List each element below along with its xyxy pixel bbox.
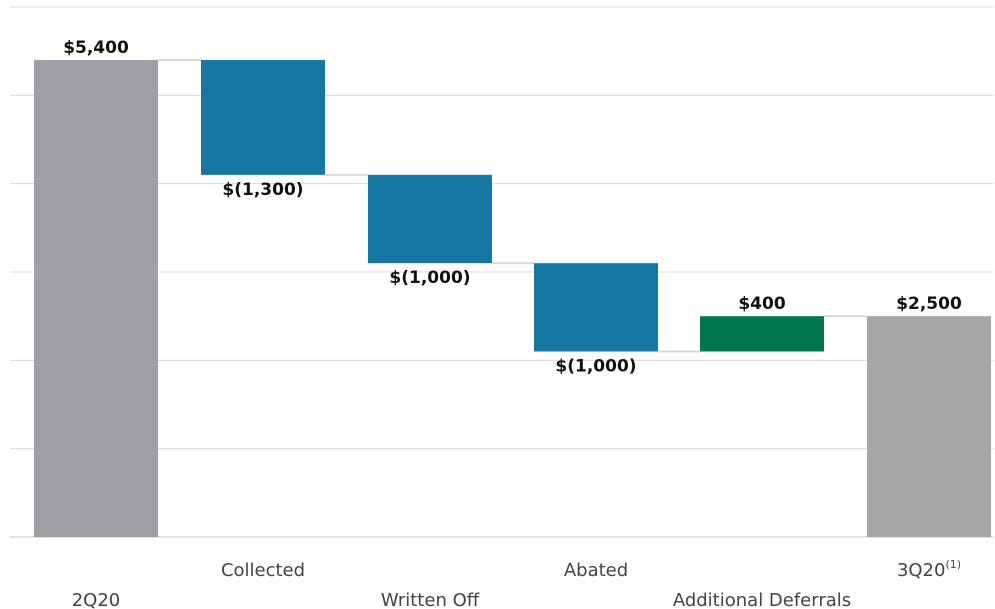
- bar-collected: [201, 60, 325, 175]
- category-label: Abated: [564, 560, 628, 581]
- bar-2q20: [34, 60, 158, 537]
- bar-written-off: [368, 174, 492, 264]
- value-label: $(1,300): [222, 180, 303, 200]
- value-label: $400: [738, 294, 785, 314]
- value-labels: $5,400 $(1,300) $(1,000) $(1,000) $400 $2,500: [63, 38, 962, 377]
- category-labels: 2Q20 Collected Written Off Abated Additional…: [72, 558, 961, 609]
- bar-abated: [534, 263, 658, 352]
- category-label: Collected: [221, 560, 305, 581]
- value-label: $5,400: [63, 38, 129, 58]
- value-label: $(1,000): [555, 357, 636, 377]
- bars: [34, 60, 991, 537]
- bar-additional-deferrals: [700, 316, 824, 352]
- category-label: Additional Deferrals: [673, 590, 851, 609]
- category-label: Written Off: [381, 590, 480, 609]
- bar-3q20: [867, 316, 991, 537]
- connector-lines: [158, 59, 867, 353]
- category-label: 2Q20: [72, 590, 121, 609]
- value-label: $2,500: [896, 294, 962, 314]
- gridlines: [10, 6, 993, 538]
- footnote-marker: (1): [945, 558, 961, 571]
- value-label: $(1,000): [389, 268, 470, 288]
- category-label: 3Q20(1): [897, 558, 961, 581]
